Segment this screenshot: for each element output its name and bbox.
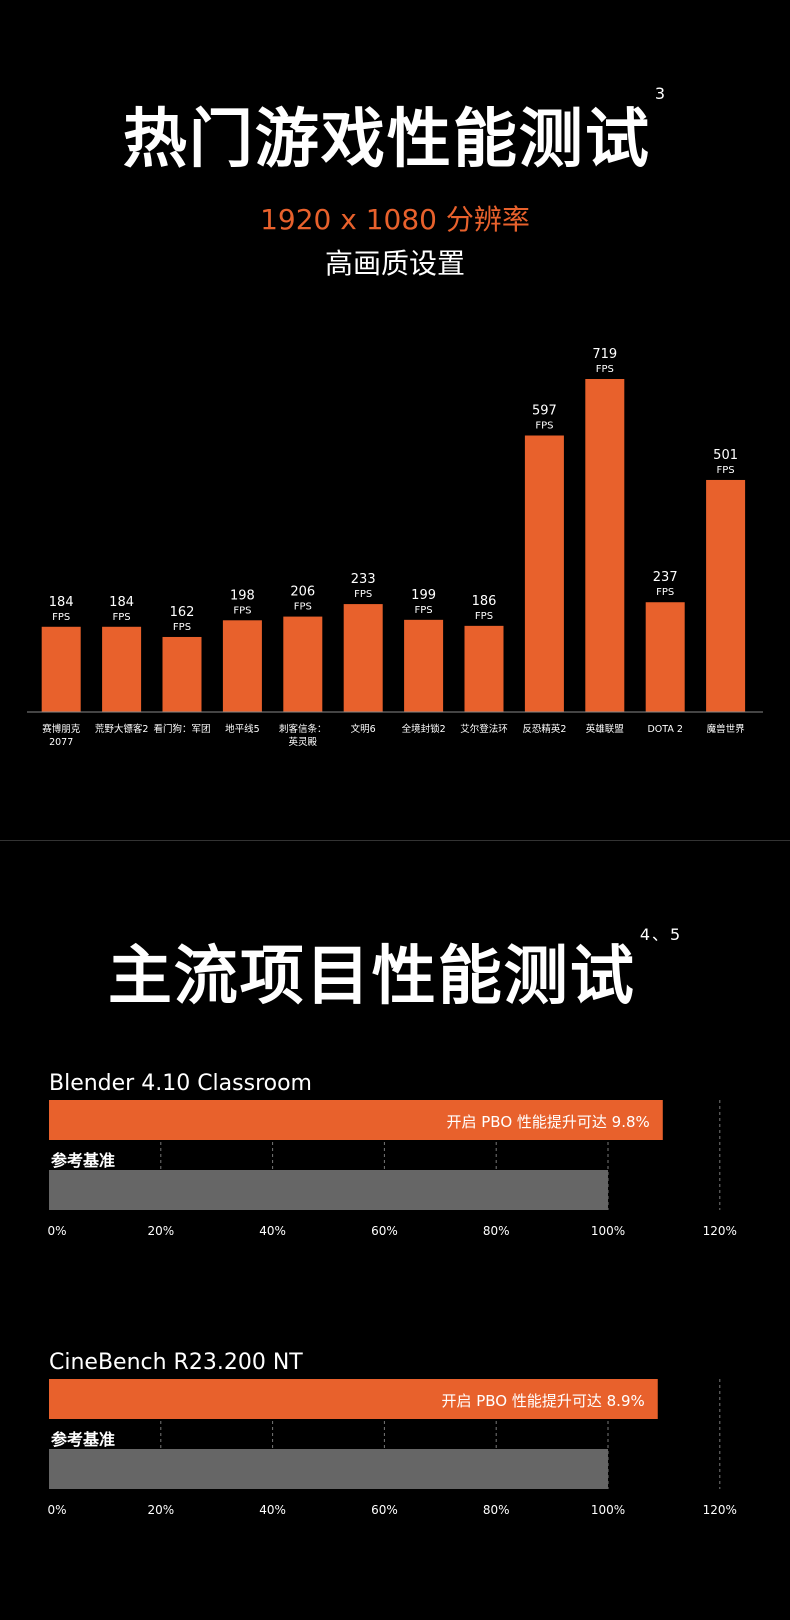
fps-unit-label: FPS bbox=[415, 605, 433, 616]
quality-label: 高画质设置 bbox=[324, 247, 465, 280]
baseline-label: 参考基准 bbox=[51, 1151, 115, 1170]
blender-chart-title: Blender 4.10 Classroom bbox=[49, 1071, 312, 1096]
game-name-label: 赛博朋克 bbox=[42, 723, 81, 735]
project-test-footnote: 4、5 bbox=[639, 925, 683, 944]
x-tick-label: 80% bbox=[483, 1224, 510, 1238]
game-test-footnote: 3 bbox=[654, 84, 668, 103]
fps-unit-label: FPS bbox=[354, 589, 372, 600]
resolution-label: 1920 x 1080 分辨率 bbox=[260, 203, 530, 236]
fps-value-label: 237 bbox=[653, 570, 678, 585]
game-name-label: 反恐精英2 bbox=[522, 723, 566, 735]
project-test-title: 主流项目性能测试4、5 bbox=[0, 925, 790, 1017]
fps-unit-label: FPS bbox=[535, 421, 553, 432]
x-tick-label: 40% bbox=[259, 1503, 286, 1517]
fps-unit-label: FPS bbox=[596, 364, 614, 375]
fps-unit-label: FPS bbox=[52, 612, 70, 623]
game-name-label: 全境封锁2 bbox=[402, 723, 446, 735]
game-test-title-text: 热门游戏性能测试 bbox=[122, 103, 651, 177]
pbo-bar-label: 开启 PBO 性能提升可达 8.9% bbox=[441, 1392, 644, 1410]
game-name-label: 看门狗：军团 bbox=[153, 723, 210, 735]
x-tick-label: 0% bbox=[47, 1224, 66, 1238]
fps-unit-label: FPS bbox=[173, 622, 191, 633]
fps-bar bbox=[706, 479, 746, 712]
x-tick-label: 100% bbox=[591, 1503, 625, 1517]
x-tick-label: 0% bbox=[47, 1503, 66, 1517]
fps-value-label: 198 bbox=[230, 588, 255, 603]
cinebench-chart: 开启 PBO 性能提升可达 8.9% 参考基准 0% 20% 40% 60% 80% 100%… bbox=[47, 1379, 737, 1517]
fps-value-label: 719 bbox=[592, 347, 617, 362]
fps-bar bbox=[162, 636, 202, 712]
x-tick-label: 40% bbox=[259, 1224, 286, 1238]
fps-value-label: 184 bbox=[109, 595, 134, 610]
fps-value-label: 501 bbox=[713, 448, 738, 463]
fps-bar bbox=[464, 625, 504, 712]
fps-bar bbox=[222, 620, 262, 712]
game-name-label: 艾尔登法环 bbox=[460, 723, 508, 735]
x-tick-label: 120% bbox=[703, 1503, 737, 1517]
game-name-label: 刺客信条： bbox=[279, 723, 327, 735]
fps-bar bbox=[41, 626, 81, 712]
fps-value-label: 233 bbox=[351, 572, 376, 587]
fps-unit-label: FPS bbox=[717, 465, 735, 476]
fps-bar bbox=[645, 602, 685, 712]
game-name-label: 文明6 bbox=[351, 723, 376, 735]
baseline-bar bbox=[49, 1449, 608, 1489]
game-name-label: 魔兽世界 bbox=[707, 723, 746, 735]
fps-value-label: 186 bbox=[472, 594, 497, 609]
pbo-bar-label: 开启 PBO 性能提升可达 9.8% bbox=[446, 1113, 649, 1131]
fps-value-label: 206 bbox=[290, 585, 315, 600]
project-test-title-text: 主流项目性能测试 bbox=[107, 940, 636, 1014]
x-tick-label: 100% bbox=[591, 1224, 625, 1238]
fps-value-label: 162 bbox=[170, 605, 195, 620]
fps-unit-label: FPS bbox=[113, 612, 131, 623]
fps-bar bbox=[343, 604, 383, 712]
fps-value-label: 184 bbox=[49, 595, 74, 610]
x-tick-label: 60% bbox=[371, 1224, 398, 1238]
fps-value-label: 199 bbox=[411, 588, 436, 603]
fps-bar bbox=[585, 379, 625, 712]
fps-bar bbox=[524, 435, 564, 712]
game-name-label: DOTA 2 bbox=[647, 724, 682, 735]
fps-bar bbox=[102, 626, 142, 712]
fps-unit-label: FPS bbox=[475, 611, 493, 622]
pbo-bar bbox=[49, 1379, 658, 1419]
game-test-title: 热门游戏性能测试3 bbox=[0, 84, 790, 180]
baseline-bar bbox=[49, 1170, 608, 1210]
x-tick-label: 60% bbox=[371, 1503, 398, 1517]
game-name-label: 荒野大镖客2 bbox=[95, 723, 149, 735]
fps-bar bbox=[404, 619, 444, 712]
game-name-label: 英雄联盟 bbox=[586, 723, 625, 735]
game-name-label: 地平线5 bbox=[225, 723, 260, 735]
section-divider bbox=[0, 840, 790, 841]
x-tick-label: 120% bbox=[703, 1224, 737, 1238]
x-tick-label: 20% bbox=[147, 1224, 174, 1238]
blender-chart: 开启 PBO 性能提升可达 9.8% 参考基准 0% 20% 40% 60% 80% 100%… bbox=[47, 1100, 737, 1238]
game-name-label: 英灵殿 bbox=[289, 736, 318, 748]
game-name-label: 2077 bbox=[49, 737, 73, 748]
fps-value-label: 597 bbox=[532, 404, 557, 419]
x-tick-label: 80% bbox=[483, 1503, 510, 1517]
fps-unit-label: FPS bbox=[233, 605, 251, 616]
pbo-bar bbox=[49, 1100, 663, 1140]
game-fps-chart: 184 FPS 赛博朋克 2077 184 FPS 荒野大镖客2 162 FPS 看门狗：军团 19… bbox=[27, 347, 763, 748]
baseline-label: 参考基准 bbox=[51, 1430, 115, 1449]
fps-unit-label: FPS bbox=[294, 602, 312, 613]
fps-bar bbox=[283, 616, 323, 712]
fps-unit-label: FPS bbox=[656, 587, 674, 598]
cinebench-chart-title: CineBench R23.200 NT bbox=[49, 1350, 303, 1375]
x-tick-label: 20% bbox=[147, 1503, 174, 1517]
